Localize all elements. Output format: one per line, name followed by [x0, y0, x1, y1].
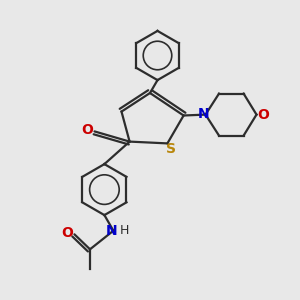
Text: O: O	[81, 123, 93, 136]
Text: S: S	[166, 142, 176, 156]
Text: N: N	[197, 107, 209, 121]
Text: O: O	[257, 108, 269, 122]
Text: H: H	[120, 224, 130, 237]
Text: N: N	[106, 224, 118, 238]
Text: O: O	[61, 226, 73, 240]
